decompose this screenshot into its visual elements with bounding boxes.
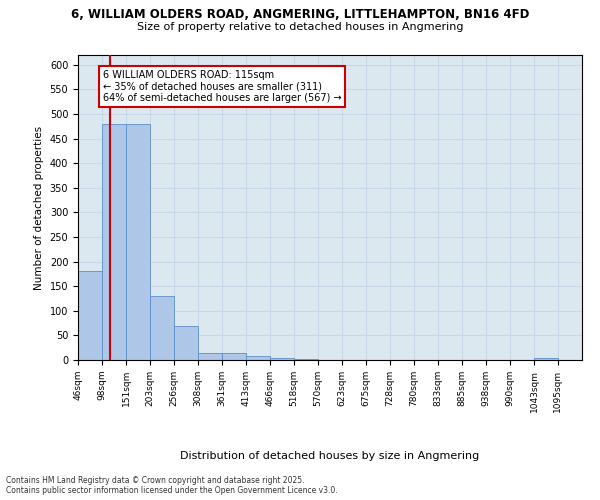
Bar (222, 352, 246, 360)
Bar (270, 358, 294, 360)
Text: 6, WILLIAM OLDERS ROAD, ANGMERING, LITTLEHAMPTON, BN16 4FD: 6, WILLIAM OLDERS ROAD, ANGMERING, LITTL… (71, 8, 529, 20)
Bar (294, 358, 317, 360)
Y-axis label: Number of detached properties: Number of detached properties (34, 126, 44, 290)
Bar (150, 296, 174, 360)
Bar (102, 124, 126, 360)
Text: Contains HM Land Registry data © Crown copyright and database right 2025.
Contai: Contains HM Land Registry data © Crown c… (6, 476, 338, 495)
Text: Size of property relative to detached houses in Angmering: Size of property relative to detached ho… (137, 22, 463, 32)
Bar (174, 326, 198, 360)
Bar (198, 352, 222, 360)
Bar (126, 124, 150, 360)
X-axis label: Distribution of detached houses by size in Angmering: Distribution of detached houses by size … (181, 450, 479, 460)
Bar (246, 356, 270, 360)
Text: 6 WILLIAM OLDERS ROAD: 115sqm
← 35% of detached houses are smaller (311)
64% of : 6 WILLIAM OLDERS ROAD: 115sqm ← 35% of d… (103, 70, 341, 103)
Bar (78, 272, 102, 360)
Bar (534, 358, 558, 360)
